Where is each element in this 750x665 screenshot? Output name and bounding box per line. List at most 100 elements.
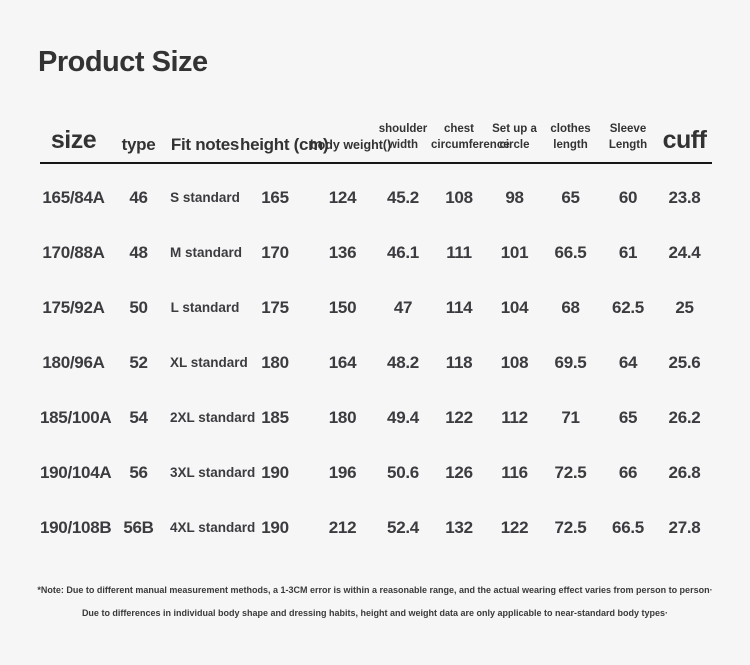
cell-cuff: 26.2 bbox=[668, 407, 701, 427]
cell-sleeve-length: 66.5 bbox=[612, 517, 644, 537]
cell-size: 185/100A bbox=[40, 407, 112, 427]
cell-size: 175/92A bbox=[42, 297, 105, 317]
cell-cuff: 26.8 bbox=[668, 462, 701, 482]
header-cell-height: height (cm) bbox=[240, 135, 329, 154]
cell-chest-circumference: 111 bbox=[446, 242, 472, 262]
cell-type: 48 bbox=[129, 242, 148, 262]
cell-size: 180/96A bbox=[42, 352, 105, 372]
cell-set-up-a-circle: 104 bbox=[500, 297, 529, 317]
header-cell-set-up-a-circle: Set up a circle bbox=[492, 122, 537, 151]
cell-chest-circumference: 118 bbox=[445, 352, 473, 372]
cell-shoulder-width: 48.2 bbox=[387, 352, 419, 372]
cell-body-weight: 136 bbox=[328, 242, 357, 262]
header-cell-cuff: cuff bbox=[662, 126, 707, 154]
header-cell-clothes-length: clothes length bbox=[550, 122, 591, 151]
note-line-2: Due to differences in individual body sh… bbox=[81, 608, 669, 618]
cell-height: 190 bbox=[261, 462, 289, 482]
cell-sleeve-length: 64 bbox=[618, 352, 638, 372]
cell-size: 190/104A bbox=[40, 462, 112, 482]
cell-clothes-length: 69.5 bbox=[554, 352, 587, 372]
cell-body-weight: 212 bbox=[328, 517, 357, 537]
cell-body-weight: 124 bbox=[328, 187, 357, 207]
cell-clothes-length: 66.5 bbox=[554, 242, 587, 262]
cell-shoulder-width: 49.4 bbox=[387, 407, 419, 427]
cell-clothes-length: 68 bbox=[561, 297, 580, 317]
cell-type: 50 bbox=[129, 297, 148, 317]
cell-chest-circumference: 114 bbox=[445, 297, 473, 317]
cell-clothes-length: 72.5 bbox=[554, 517, 587, 537]
cell-body-weight: 164 bbox=[328, 352, 357, 372]
cell-set-up-a-circle: 122 bbox=[500, 517, 529, 537]
cell-cuff: 23.8 bbox=[668, 187, 701, 207]
cell-clothes-length: 65 bbox=[561, 187, 580, 207]
cell-type: 54 bbox=[129, 407, 148, 427]
table-row: 185/100A 54 2XL standard 185 180 49.4 122 112 71… bbox=[40, 390, 712, 445]
cell-body-weight: 150 bbox=[328, 297, 357, 317]
cell-shoulder-width: 45.2 bbox=[387, 187, 419, 207]
cell-cuff: 27.8 bbox=[668, 517, 701, 537]
header-cell-type: type bbox=[121, 135, 156, 154]
cell-clothes-length: 72.5 bbox=[554, 462, 587, 482]
cell-type: 56B bbox=[123, 517, 154, 537]
table-row: 180/96A 52 XL standard 180 164 48.2 118 108 69.5… bbox=[40, 335, 712, 390]
cell-sleeve-length: 66 bbox=[618, 462, 638, 482]
cell-shoulder-width: 52.4 bbox=[387, 517, 419, 537]
cell-sleeve-length: 61 bbox=[618, 242, 638, 262]
cell-height: 185 bbox=[261, 407, 289, 427]
cell-size: 170/88A bbox=[42, 242, 105, 262]
table-body: 165/84A 46 S standard 165 124 45.2 108 98 65 60 23… bbox=[40, 164, 712, 555]
cell-cuff: 25.6 bbox=[668, 352, 701, 372]
header-cell-size: size bbox=[50, 126, 97, 154]
notes: *Note: Due to different manual measureme… bbox=[0, 579, 750, 625]
cell-shoulder-width: 46.1 bbox=[387, 242, 419, 262]
cell-fit-notes: M standard bbox=[170, 245, 243, 260]
cell-fit-notes: S standard bbox=[170, 190, 240, 205]
header-cell-fit-notes: Fit notes bbox=[170, 135, 240, 154]
cell-sleeve-length: 65 bbox=[618, 407, 638, 427]
cell-fit-notes: L standard bbox=[170, 300, 240, 315]
cell-height: 170 bbox=[261, 242, 289, 262]
header-cell-body-weight: body weight() bbox=[310, 138, 392, 152]
cell-clothes-length: 71 bbox=[561, 407, 580, 427]
cell-chest-circumference: 108 bbox=[445, 187, 473, 207]
cell-set-up-a-circle: 108 bbox=[500, 352, 529, 372]
cell-fit-notes: XL standard bbox=[170, 355, 248, 370]
cell-body-weight: 180 bbox=[328, 407, 357, 427]
cell-cuff: 24.4 bbox=[668, 242, 701, 262]
header-cell-sleeve-length: Sleeve Length bbox=[608, 122, 648, 151]
cell-set-up-a-circle: 101 bbox=[500, 242, 529, 262]
table-row: 165/84A 46 S standard 165 124 45.2 108 98 65 60 23… bbox=[40, 170, 712, 225]
cell-chest-circumference: 126 bbox=[445, 462, 473, 482]
cell-height: 165 bbox=[261, 187, 289, 207]
cell-type: 56 bbox=[129, 462, 148, 482]
cell-set-up-a-circle: 112 bbox=[501, 407, 528, 427]
cell-type: 52 bbox=[129, 352, 148, 372]
table-header: size type Fit notes height (cm) body wei… bbox=[40, 105, 712, 164]
cell-height: 190 bbox=[261, 517, 289, 537]
cell-fit-notes: 2XL standard bbox=[170, 410, 256, 425]
table-row: 170/88A 48 M standard 170 136 46.1 111 101 66.5 6… bbox=[40, 225, 712, 280]
cell-cuff: 25 bbox=[675, 297, 694, 317]
page-title: Product Size bbox=[38, 46, 208, 78]
cell-shoulder-width: 50.6 bbox=[387, 462, 419, 482]
cell-fit-notes: 4XL standard bbox=[170, 520, 256, 535]
cell-sleeve-length: 62.5 bbox=[612, 297, 644, 317]
note-line-1: *Note: Due to different manual measureme… bbox=[37, 585, 713, 595]
table-row: 190/104A 56 3XL standard 190 196 50.6 126 116 72… bbox=[40, 445, 712, 500]
cell-shoulder-width: 47 bbox=[393, 297, 413, 317]
cell-size: 165/84A bbox=[42, 187, 105, 207]
cell-height: 175 bbox=[261, 297, 289, 317]
cell-height: 180 bbox=[261, 352, 289, 372]
size-table: size type Fit notes height (cm) body wei… bbox=[40, 105, 712, 555]
header-cell-shoulder-width: shoulder width bbox=[378, 122, 428, 151]
cell-set-up-a-circle: 98 bbox=[505, 187, 524, 207]
cell-size: 190/108B bbox=[40, 517, 112, 537]
table-row: 175/92A 50 L standard 175 150 47 114 104 68 62.5 2… bbox=[40, 280, 712, 335]
cell-chest-circumference: 132 bbox=[445, 517, 473, 537]
table-row: 190/108B 56B 4XL standard 190 212 52.4 132 122 7… bbox=[40, 500, 712, 555]
cell-sleeve-length: 60 bbox=[618, 187, 638, 207]
cell-fit-notes: 3XL standard bbox=[170, 465, 256, 480]
cell-type: 46 bbox=[129, 187, 148, 207]
header-cell-chest-circumference: chest circumference bbox=[431, 122, 510, 151]
cell-set-up-a-circle: 116 bbox=[501, 462, 528, 482]
